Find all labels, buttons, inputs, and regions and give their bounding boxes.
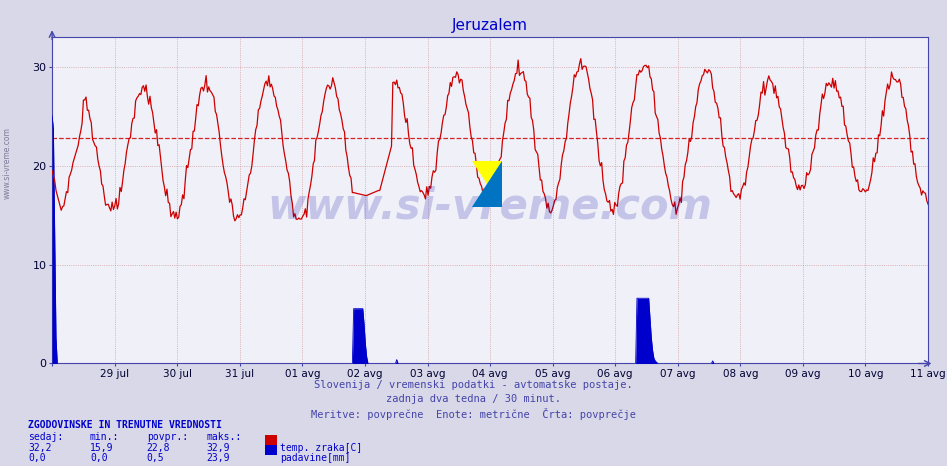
Text: 0,0: 0,0 bbox=[28, 453, 46, 463]
Text: maks.:: maks.: bbox=[206, 432, 241, 442]
Polygon shape bbox=[472, 161, 502, 207]
Text: 32,2: 32,2 bbox=[28, 443, 52, 452]
Text: 32,9: 32,9 bbox=[206, 443, 230, 452]
Text: 23,9: 23,9 bbox=[206, 453, 230, 463]
Text: 15,9: 15,9 bbox=[90, 443, 114, 452]
Text: povpr.:: povpr.: bbox=[147, 432, 188, 442]
Text: www.si-vreme.com: www.si-vreme.com bbox=[3, 127, 12, 199]
Text: 0,0: 0,0 bbox=[90, 453, 108, 463]
Text: Slovenija / vremenski podatki - avtomatske postaje.: Slovenija / vremenski podatki - avtomats… bbox=[314, 380, 633, 390]
Text: 22,8: 22,8 bbox=[147, 443, 170, 452]
Title: Jeruzalem: Jeruzalem bbox=[452, 18, 528, 34]
Text: temp. zraka[C]: temp. zraka[C] bbox=[280, 443, 363, 452]
Text: Meritve: povprečne  Enote: metrične  Črta: povprečje: Meritve: povprečne Enote: metrične Črta:… bbox=[311, 408, 636, 420]
Text: www.si-vreme.com: www.si-vreme.com bbox=[268, 186, 712, 228]
Text: min.:: min.: bbox=[90, 432, 119, 442]
Text: ZGODOVINSKE IN TRENUTNE VREDNOSTI: ZGODOVINSKE IN TRENUTNE VREDNOSTI bbox=[28, 420, 223, 430]
Text: 0,5: 0,5 bbox=[147, 453, 165, 463]
Polygon shape bbox=[472, 161, 502, 207]
Text: padavine[mm]: padavine[mm] bbox=[280, 453, 350, 463]
Polygon shape bbox=[472, 161, 502, 207]
Text: sedaj:: sedaj: bbox=[28, 432, 63, 442]
Text: zadnja dva tedna / 30 minut.: zadnja dva tedna / 30 minut. bbox=[386, 394, 561, 404]
